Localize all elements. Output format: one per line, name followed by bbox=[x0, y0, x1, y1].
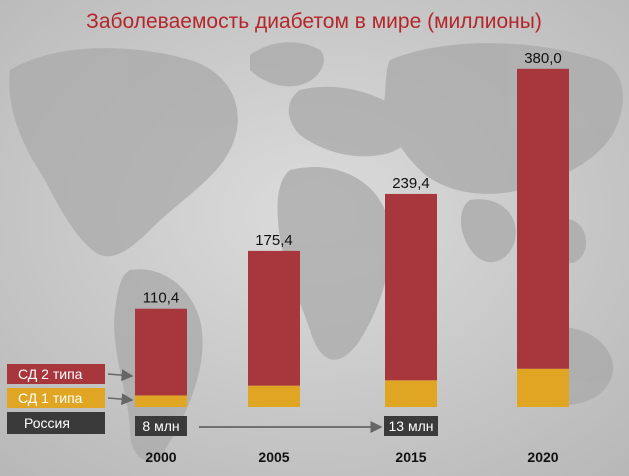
russia-value-2015: 13 млн bbox=[389, 418, 434, 434]
legend-label-type2: СД 2 типа bbox=[18, 366, 83, 382]
bar-type2-2000 bbox=[135, 308, 187, 396]
russia-box-2000 bbox=[135, 416, 187, 436]
year-label-2005: 2005 bbox=[258, 449, 289, 465]
bar-type2-2005 bbox=[248, 250, 300, 386]
russia-box-2015 bbox=[384, 416, 438, 436]
total-label-2020: 380,0 bbox=[524, 50, 562, 67]
legend-swatch-russia bbox=[7, 412, 105, 434]
legend: СД 2 типа СД 1 типа Россия bbox=[7, 364, 134, 434]
legend-swatch-type1 bbox=[7, 388, 105, 408]
legend-pointer-type1 bbox=[107, 393, 134, 406]
chart-title: Заболеваемость диабетом в мире (миллионы… bbox=[86, 10, 542, 33]
total-label-2005: 175,4 bbox=[255, 232, 293, 249]
legend-swatch-type2 bbox=[7, 364, 105, 384]
year-label-2000: 2000 bbox=[145, 449, 176, 465]
bars-group bbox=[135, 68, 569, 407]
russia-value-2000: 8 млн bbox=[142, 418, 179, 434]
bar-type1-2015 bbox=[385, 380, 437, 407]
legend-label-type1: СД 1 типа bbox=[18, 390, 83, 406]
value-labels-group: 110,4 175,4 239,4 380,0 bbox=[143, 50, 562, 307]
legend-label-russia: Россия bbox=[24, 415, 70, 431]
total-label-2000: 110,4 bbox=[143, 290, 179, 307]
bar-type2-2015 bbox=[385, 193, 437, 381]
russia-annotation: 8 млн 13 млн bbox=[135, 416, 438, 436]
bar-type1-2000 bbox=[135, 395, 187, 407]
bar-type1-2005 bbox=[248, 385, 300, 407]
year-label-2020: 2020 bbox=[527, 449, 558, 465]
legend-pointer-type2 bbox=[107, 369, 134, 382]
year-label-2015: 2015 bbox=[395, 449, 426, 465]
bar-type2-2020 bbox=[517, 68, 569, 369]
year-labels-group: 2000 2005 2015 2020 bbox=[145, 449, 558, 465]
total-label-2015: 239,4 bbox=[392, 175, 430, 192]
bar-type1-2020 bbox=[517, 368, 569, 407]
